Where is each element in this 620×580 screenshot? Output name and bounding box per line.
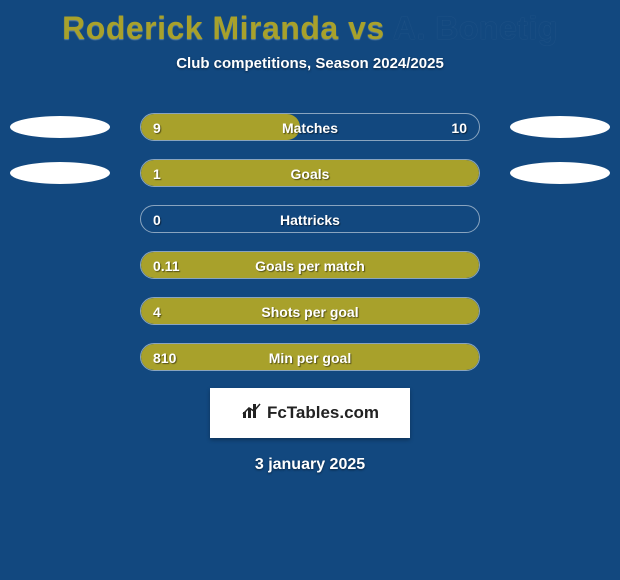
stat-row: 1Goals (0, 158, 620, 188)
stat-row: 4Shots per goal (0, 296, 620, 326)
stat-label: Hattricks (141, 206, 479, 233)
date-text: 3 january 2025 (0, 456, 620, 474)
team-logo-placeholder-left (10, 116, 110, 138)
team-logo-placeholder-right (510, 162, 610, 184)
team-logo-placeholder-left (10, 162, 110, 184)
stat-bar: 4Shots per goal (140, 297, 480, 325)
stat-label: Min per goal (141, 344, 479, 371)
stat-row: 9Matches10 (0, 112, 620, 142)
vs-text: vs (348, 10, 385, 46)
stat-bar: 0.11Goals per match (140, 251, 480, 279)
stat-bar: 1Goals (140, 159, 480, 187)
stat-bar: 0Hattricks (140, 205, 480, 233)
stat-label: Matches (141, 114, 479, 141)
stat-label: Shots per goal (141, 298, 479, 325)
stats-rows: 9Matches10 1Goals 0Hattricks 0.11Goals per … (0, 112, 620, 372)
stat-label: Goals (141, 160, 479, 187)
team-logo-placeholder-right (510, 116, 610, 138)
player2-name: A. Bonetig (393, 10, 558, 46)
chart-icon (241, 402, 263, 425)
stat-label: Goals per match (141, 252, 479, 279)
stat-row: 810Min per goal (0, 342, 620, 372)
stat-row: 0Hattricks (0, 204, 620, 234)
subtitle: Club competitions, Season 2024/2025 (0, 55, 620, 72)
stat-bar: 9Matches10 (140, 113, 480, 141)
logo-text: FcTables.com (267, 403, 379, 423)
page-title: Roderick Miranda vs A. Bonetig (0, 0, 620, 47)
player1-name: Roderick Miranda (62, 10, 339, 46)
logo-box[interactable]: FcTables.com (210, 388, 410, 438)
stat-right-value: 10 (451, 114, 467, 141)
stat-row: 0.11Goals per match (0, 250, 620, 280)
comparison-card: Roderick Miranda vs A. Bonetig Club comp… (0, 0, 620, 580)
stat-bar: 810Min per goal (140, 343, 480, 371)
